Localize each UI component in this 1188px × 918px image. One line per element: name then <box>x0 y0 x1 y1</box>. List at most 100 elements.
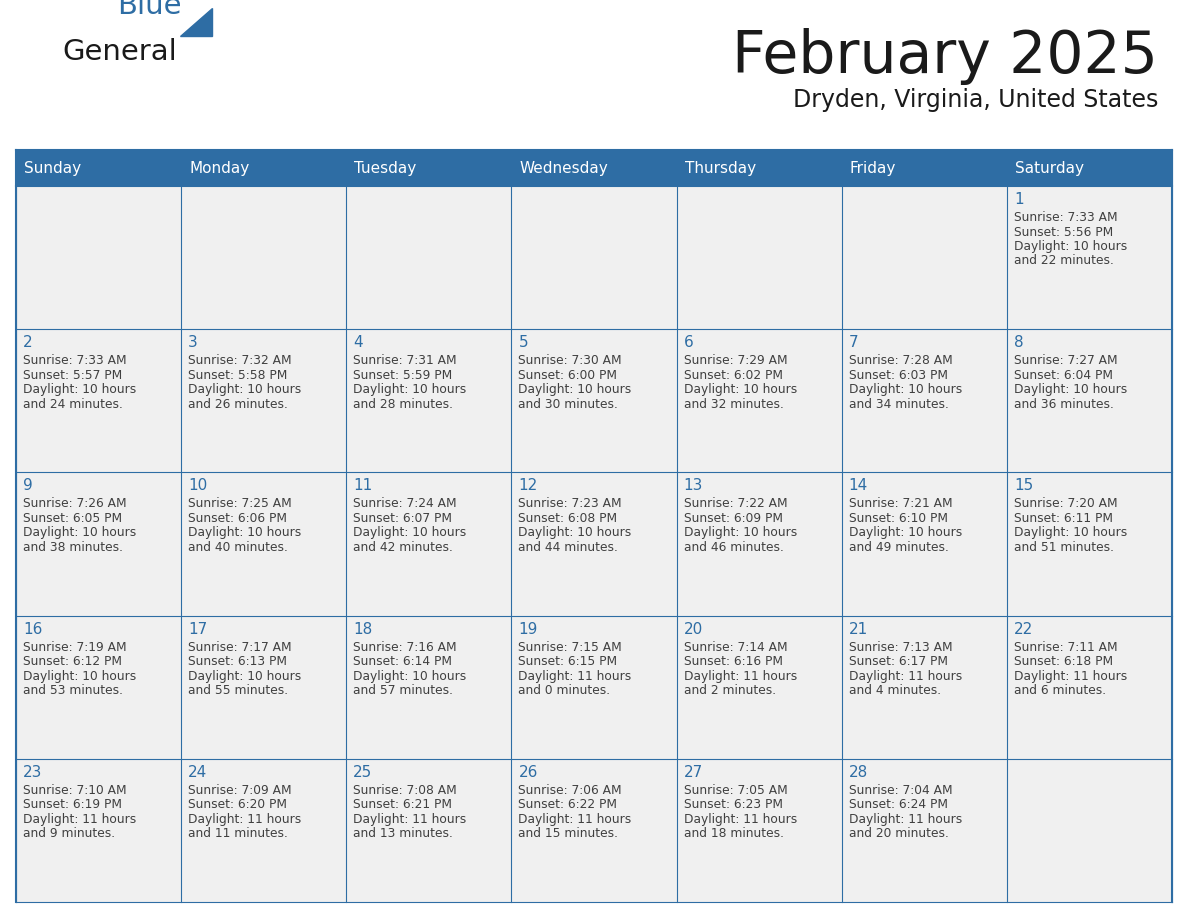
Text: Sunrise: 7:31 AM: Sunrise: 7:31 AM <box>353 354 457 367</box>
Text: and 40 minutes.: and 40 minutes. <box>188 541 287 554</box>
Text: 4: 4 <box>353 335 362 350</box>
Text: 1: 1 <box>1013 192 1024 207</box>
Text: and 30 minutes.: and 30 minutes. <box>518 397 618 410</box>
Text: 5: 5 <box>518 335 527 350</box>
Text: 2: 2 <box>23 335 32 350</box>
Text: Sunrise: 7:28 AM: Sunrise: 7:28 AM <box>848 354 953 367</box>
Text: 15: 15 <box>1013 478 1034 493</box>
Text: Daylight: 10 hours: Daylight: 10 hours <box>683 526 797 540</box>
Text: 6: 6 <box>683 335 694 350</box>
Text: Sunrise: 7:08 AM: Sunrise: 7:08 AM <box>353 784 457 797</box>
Text: and 49 minutes.: and 49 minutes. <box>848 541 948 554</box>
Text: Sunrise: 7:06 AM: Sunrise: 7:06 AM <box>518 784 623 797</box>
Text: Sunrise: 7:21 AM: Sunrise: 7:21 AM <box>848 498 953 510</box>
Bar <box>677 150 842 186</box>
Text: Sunrise: 7:11 AM: Sunrise: 7:11 AM <box>1013 641 1118 654</box>
Bar <box>511 186 677 330</box>
Text: and 11 minutes.: and 11 minutes. <box>188 827 287 840</box>
Bar <box>677 616 842 759</box>
Text: Daylight: 10 hours: Daylight: 10 hours <box>353 383 467 397</box>
Text: Sunset: 5:56 PM: Sunset: 5:56 PM <box>1013 226 1113 239</box>
Text: and 55 minutes.: and 55 minutes. <box>188 684 289 697</box>
Bar <box>15 186 181 330</box>
Text: and 13 minutes.: and 13 minutes. <box>353 827 453 840</box>
Text: Daylight: 10 hours: Daylight: 10 hours <box>1013 240 1127 253</box>
Text: Sunset: 6:12 PM: Sunset: 6:12 PM <box>23 655 122 668</box>
Text: Daylight: 10 hours: Daylight: 10 hours <box>353 526 467 540</box>
Text: Sunset: 6:03 PM: Sunset: 6:03 PM <box>848 369 948 382</box>
Text: Sunset: 5:58 PM: Sunset: 5:58 PM <box>188 369 287 382</box>
Text: Sunset: 6:07 PM: Sunset: 6:07 PM <box>353 512 453 525</box>
Text: Sunset: 6:13 PM: Sunset: 6:13 PM <box>188 655 287 668</box>
Text: Daylight: 11 hours: Daylight: 11 hours <box>848 812 962 826</box>
Text: Daylight: 11 hours: Daylight: 11 hours <box>23 812 137 826</box>
Text: 14: 14 <box>848 478 868 493</box>
Text: Sunset: 6:16 PM: Sunset: 6:16 PM <box>683 655 783 668</box>
Text: Sunrise: 7:20 AM: Sunrise: 7:20 AM <box>1013 498 1118 510</box>
Text: Sunrise: 7:04 AM: Sunrise: 7:04 AM <box>848 784 953 797</box>
Bar <box>511 616 677 759</box>
Text: 17: 17 <box>188 621 208 636</box>
Bar <box>1007 759 1173 902</box>
Bar <box>677 473 842 616</box>
Text: Sunset: 6:24 PM: Sunset: 6:24 PM <box>848 799 948 812</box>
Text: Sunset: 5:57 PM: Sunset: 5:57 PM <box>23 369 122 382</box>
Text: and 0 minutes.: and 0 minutes. <box>518 684 611 697</box>
Text: Sunrise: 7:29 AM: Sunrise: 7:29 AM <box>683 354 788 367</box>
Bar <box>346 616 511 759</box>
Text: Daylight: 10 hours: Daylight: 10 hours <box>1013 526 1127 540</box>
Text: Sunset: 6:23 PM: Sunset: 6:23 PM <box>683 799 783 812</box>
Text: and 18 minutes.: and 18 minutes. <box>683 827 784 840</box>
Text: Sunrise: 7:16 AM: Sunrise: 7:16 AM <box>353 641 457 654</box>
Text: Sunset: 6:08 PM: Sunset: 6:08 PM <box>518 512 618 525</box>
Text: Sunset: 6:14 PM: Sunset: 6:14 PM <box>353 655 453 668</box>
Text: Tuesday: Tuesday <box>354 161 417 175</box>
Text: Sunrise: 7:05 AM: Sunrise: 7:05 AM <box>683 784 788 797</box>
Text: 20: 20 <box>683 621 703 636</box>
Text: Daylight: 10 hours: Daylight: 10 hours <box>518 383 632 397</box>
Text: 23: 23 <box>23 765 43 779</box>
Bar <box>842 473 1007 616</box>
Bar <box>1007 330 1173 473</box>
Bar <box>842 186 1007 330</box>
Text: 21: 21 <box>848 621 868 636</box>
Text: Daylight: 11 hours: Daylight: 11 hours <box>848 669 962 683</box>
Text: Sunset: 6:04 PM: Sunset: 6:04 PM <box>1013 369 1113 382</box>
Text: Daylight: 10 hours: Daylight: 10 hours <box>23 383 137 397</box>
Bar <box>842 759 1007 902</box>
Text: Sunrise: 7:09 AM: Sunrise: 7:09 AM <box>188 784 292 797</box>
Text: Monday: Monday <box>189 161 249 175</box>
Bar <box>511 759 677 902</box>
Bar <box>346 473 511 616</box>
Text: and 53 minutes.: and 53 minutes. <box>23 684 124 697</box>
Text: Sunrise: 7:27 AM: Sunrise: 7:27 AM <box>1013 354 1118 367</box>
Bar <box>346 330 511 473</box>
Bar <box>181 616 346 759</box>
Bar <box>1007 616 1173 759</box>
Text: Sunset: 6:21 PM: Sunset: 6:21 PM <box>353 799 453 812</box>
Text: Daylight: 10 hours: Daylight: 10 hours <box>23 526 137 540</box>
Text: Sunset: 6:05 PM: Sunset: 6:05 PM <box>23 512 122 525</box>
Text: and 51 minutes.: and 51 minutes. <box>1013 541 1114 554</box>
Text: Daylight: 11 hours: Daylight: 11 hours <box>518 812 632 826</box>
Text: Sunset: 6:11 PM: Sunset: 6:11 PM <box>1013 512 1113 525</box>
Text: Daylight: 10 hours: Daylight: 10 hours <box>188 383 302 397</box>
Text: Sunset: 6:17 PM: Sunset: 6:17 PM <box>848 655 948 668</box>
Text: Saturday: Saturday <box>1015 161 1083 175</box>
Text: Daylight: 11 hours: Daylight: 11 hours <box>683 669 797 683</box>
Text: Daylight: 10 hours: Daylight: 10 hours <box>848 383 962 397</box>
Text: 11: 11 <box>353 478 373 493</box>
Text: and 26 minutes.: and 26 minutes. <box>188 397 287 410</box>
Text: Daylight: 10 hours: Daylight: 10 hours <box>518 526 632 540</box>
Text: Daylight: 10 hours: Daylight: 10 hours <box>683 383 797 397</box>
Text: Sunday: Sunday <box>24 161 81 175</box>
Text: 10: 10 <box>188 478 208 493</box>
Bar <box>511 150 677 186</box>
Text: Sunset: 6:02 PM: Sunset: 6:02 PM <box>683 369 783 382</box>
Text: Friday: Friday <box>849 161 896 175</box>
Text: Daylight: 11 hours: Daylight: 11 hours <box>683 812 797 826</box>
Text: Daylight: 10 hours: Daylight: 10 hours <box>188 669 302 683</box>
Text: 3: 3 <box>188 335 198 350</box>
Text: Sunrise: 7:33 AM: Sunrise: 7:33 AM <box>1013 211 1118 224</box>
Text: Sunset: 6:15 PM: Sunset: 6:15 PM <box>518 655 618 668</box>
